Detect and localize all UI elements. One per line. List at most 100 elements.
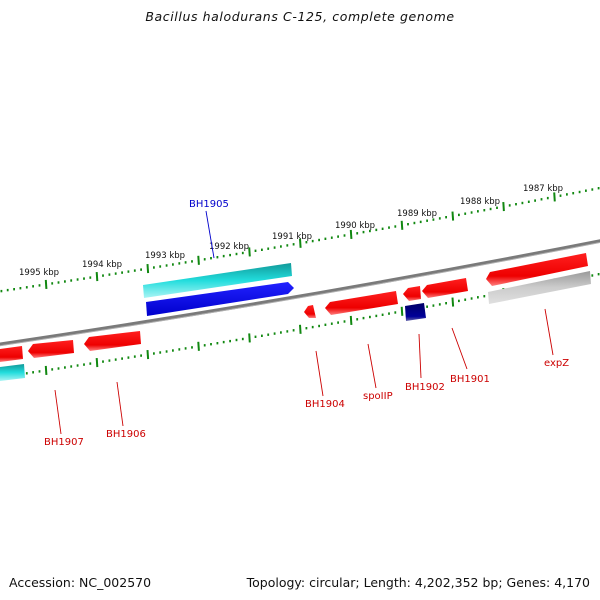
scale-minor-tick: [369, 315, 371, 319]
scale-minor-tick: [477, 296, 479, 299]
scale-minor-tick: [483, 209, 486, 212]
scale-minor-tick: [89, 362, 92, 365]
scale-minor-tick: [470, 297, 473, 300]
label-BH1901[interactable]: BH1901: [450, 374, 490, 385]
scale-minor-tick: [375, 228, 378, 232]
scale-minor-tick: [210, 343, 212, 346]
gene-BH1905[interactable]: [143, 263, 292, 298]
gene-BH1901[interactable]: [422, 278, 468, 298]
scale-minor-tick: [57, 281, 60, 284]
label-BH1904[interactable]: BH1904: [305, 399, 345, 410]
scale-minor-tick: [324, 323, 327, 326]
scale-minor-tick: [241, 337, 244, 341]
scale-minor-tick: [546, 196, 549, 200]
scale-minor-tick: [203, 258, 206, 261]
scale-minor-tick: [540, 198, 543, 201]
scale-minor-tick: [445, 216, 447, 219]
scale-major-tick: [553, 192, 556, 202]
scale-minor-tick: [489, 207, 492, 211]
genome-summary-text: Topology: circular; Length: 4,202,352 bp…: [246, 575, 590, 590]
scale-minor-tick: [133, 269, 136, 272]
label-BH1906[interactable]: BH1906: [106, 429, 146, 440]
scale-minor-tick: [381, 313, 384, 316]
scale-minor-tick: [51, 368, 54, 371]
scale-minor-tick: [286, 330, 289, 333]
gene-expZ-gray[interactable]: [488, 271, 591, 304]
label-expZ[interactable]: expZ: [544, 358, 569, 369]
scale-minor-tick: [432, 218, 435, 221]
scale-minor-tick: [184, 347, 187, 350]
scale-minor-tick: [273, 246, 276, 249]
label-spoIIP[interactable]: spoIIP: [363, 391, 393, 402]
gene-BH1906[interactable]: [84, 331, 141, 351]
scale-minor-tick: [597, 187, 600, 190]
scale-minor-tick: [19, 287, 22, 290]
scale-minor-tick: [83, 363, 85, 366]
scale-minor-tick: [356, 318, 359, 321]
scale-label-1993: 1993 kbp: [145, 251, 185, 261]
gene-left-edge-cyan[interactable]: [0, 364, 25, 381]
gene-BH1904[interactable]: [304, 305, 316, 318]
scale-minor-tick: [229, 253, 231, 257]
scale-major-tick: [44, 365, 48, 375]
scale-minor-tick: [426, 305, 428, 308]
scale-major-tick: [248, 333, 251, 343]
scale-major-tick: [400, 220, 404, 230]
scale-minor-tick: [172, 349, 174, 352]
scale-minor-tick: [362, 230, 365, 234]
scale-major-tick: [299, 238, 302, 248]
gene-BH1902[interactable]: [405, 303, 426, 321]
scale-minor-tick: [381, 227, 384, 230]
scale-minor-tick: [292, 243, 295, 246]
gene-left-edge-red[interactable]: [0, 346, 23, 362]
scale-minor-tick: [102, 274, 104, 277]
scale-minor-tick: [343, 234, 346, 237]
scale-minor-tick: [203, 344, 206, 347]
scale-minor-tick: [318, 238, 320, 242]
scale-minor-tick: [362, 316, 365, 320]
scale-minor-tick: [273, 332, 276, 335]
label-BH1905[interactable]: BH1905: [189, 199, 229, 210]
scale-minor-tick: [356, 232, 359, 235]
scale-minor-tick: [261, 248, 263, 251]
scale-minor-tick: [159, 265, 162, 268]
scale-minor-tick: [483, 295, 486, 298]
scale-minor-tick: [114, 358, 117, 361]
scale-minor-tick: [184, 261, 187, 264]
scale-minor-tick: [114, 272, 117, 275]
label-BH1902[interactable]: BH1902: [405, 382, 445, 393]
scale-minor-tick: [76, 364, 79, 367]
scale-minor-tick: [89, 276, 92, 279]
scale-minor-tick: [527, 200, 530, 203]
scale-label-1992: 1992 kbp: [209, 242, 249, 252]
scale-minor-tick: [241, 251, 244, 255]
gene-BH1907[interactable]: [28, 340, 74, 358]
scale-minor-tick: [534, 199, 536, 202]
scale-major-tick: [502, 202, 505, 212]
scale-minor-tick: [121, 357, 123, 360]
scale-minor-tick: [458, 213, 460, 217]
scale-minor-tick: [70, 279, 73, 282]
scale-minor-tick: [305, 327, 308, 330]
gene-spoIIP[interactable]: [325, 291, 398, 315]
gene-expZ[interactable]: [486, 253, 588, 286]
scale-label-1987: 1987 kbp: [523, 184, 563, 194]
scale-minor-tick: [438, 217, 441, 220]
scale-minor-tick: [210, 257, 212, 260]
scale-major-tick: [197, 341, 200, 351]
gene-BH1902-red[interactable]: [403, 286, 421, 301]
scale-minor-tick: [458, 299, 460, 303]
scale-minor-tick: [191, 346, 193, 349]
scale-minor-tick: [521, 201, 524, 205]
gene-BH1905-reverse[interactable]: [146, 282, 294, 316]
scale-minor-tick: [32, 285, 34, 288]
scale-track-top: [0, 187, 600, 293]
scale-minor-tick: [254, 249, 257, 252]
scale-minor-tick: [13, 288, 15, 291]
scale-minor-tick: [25, 286, 28, 289]
scale-minor-tick: [496, 206, 498, 209]
scale-label-1991: 1991 kbp: [272, 232, 312, 242]
label-BH1907[interactable]: BH1907: [44, 437, 84, 448]
scale-minor-tick: [318, 324, 320, 328]
